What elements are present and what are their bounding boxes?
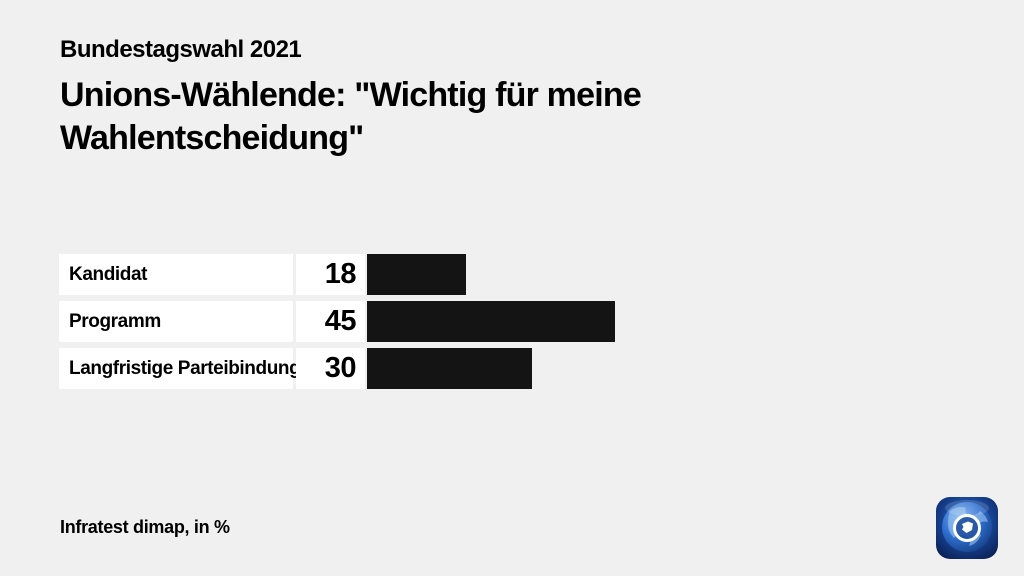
chart-row: Kandidat 18 [59,254,917,295]
value-label: 18 [296,254,365,295]
bar [367,254,466,295]
bar-track [367,348,917,389]
bar-track [367,301,917,342]
chart-kicker: Bundestagswahl 2021 [60,36,302,63]
chart-row: Langfristige Parteibindung 30 [59,348,917,389]
bar-track [367,254,917,295]
source-note: Infratest dimap, in % [60,517,230,537]
value-label: 30 [296,348,365,389]
page-title: Unions-Wählende: "Wichtig für meine Wahl… [60,76,642,157]
value-label: 45 [296,301,365,342]
category-label: Langfristige Parteibindung [59,348,301,389]
category-label: Kandidat [59,254,293,295]
bar [367,301,615,342]
chart-row: Programm 45 [59,301,917,342]
category-label: Programm [59,301,293,342]
bar [367,348,532,389]
tagesschau-globe-icon [936,497,998,559]
bar-chart: Kandidat 18 Programm 45 Langfristige Par… [59,254,917,389]
